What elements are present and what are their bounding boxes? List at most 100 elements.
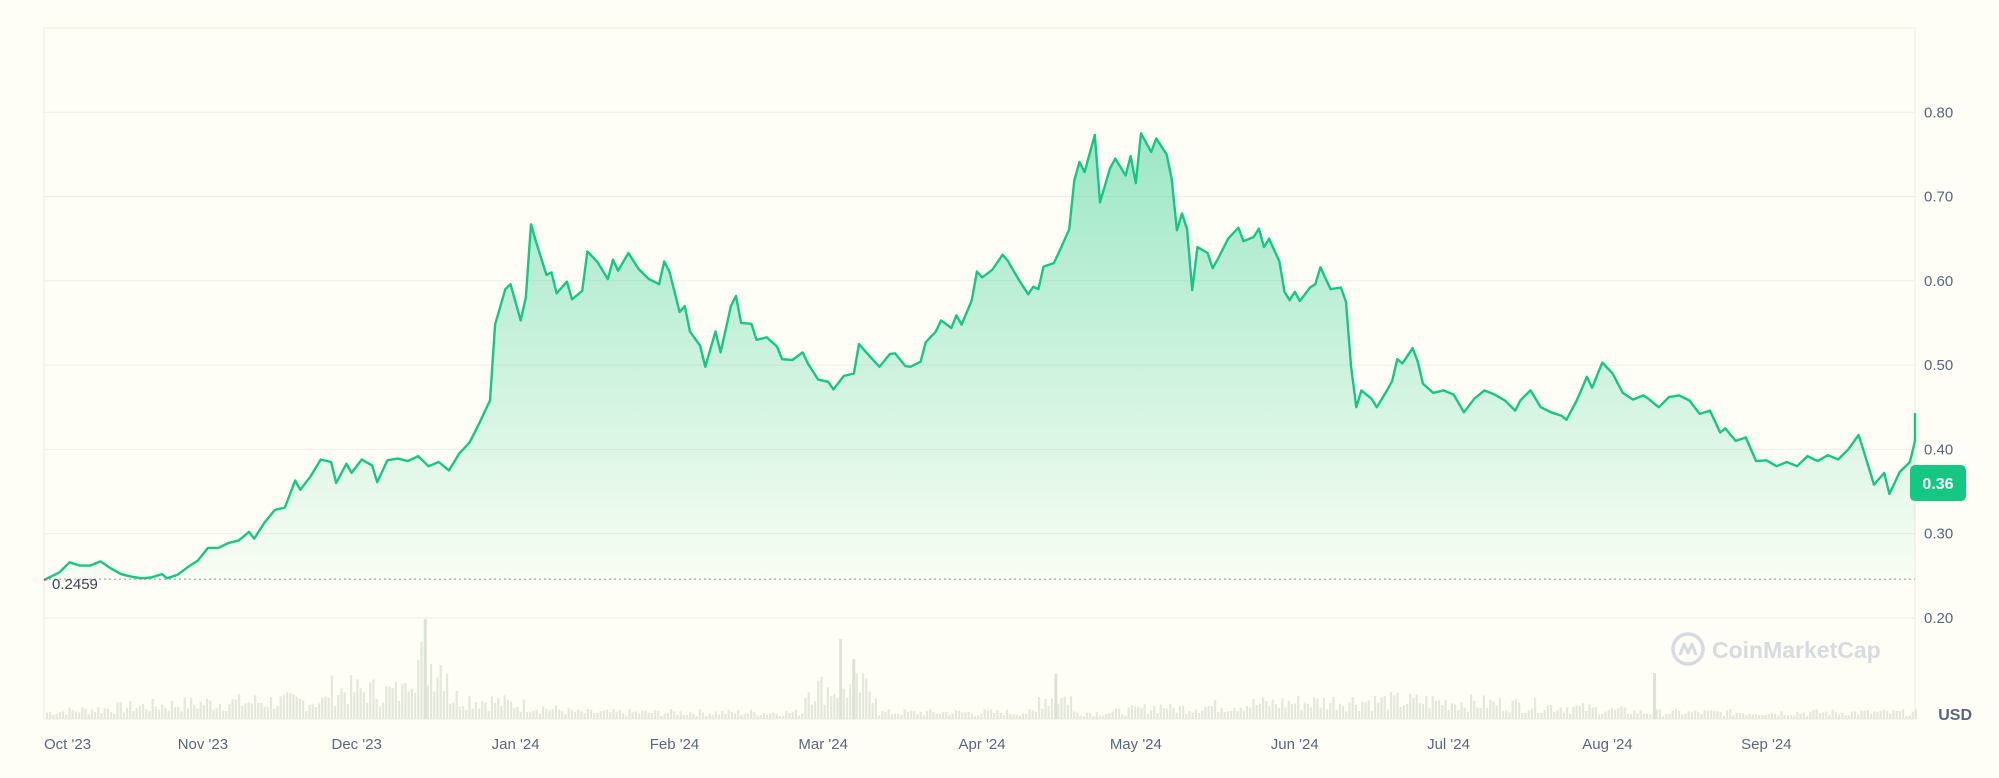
volume-bar [151,698,154,719]
volume-bar [1653,673,1657,719]
volume-bar [638,713,641,719]
volume-bar [542,706,545,719]
volume-bar [1089,712,1092,719]
volume-bar [570,710,573,719]
volume-bar [1111,711,1114,719]
volume-bar [1006,709,1009,719]
volume-bar [458,706,461,719]
volume-bar [1118,708,1121,719]
volume-bar [439,665,442,719]
volume-bar [1098,715,1101,719]
volume-bar [993,712,996,719]
volume-bar [849,684,852,719]
volume-bar [935,713,938,719]
volume-bar [1057,704,1060,719]
volume-bar [1217,712,1220,719]
volume-bar [74,711,77,719]
volume-bar [1226,710,1229,719]
volume-bar [49,711,52,719]
volume-bar [1380,697,1383,719]
volume-bar [1396,692,1399,719]
volume-bar [1290,704,1293,719]
volume-bar [977,715,980,719]
volume-bar [1348,702,1351,719]
area-fill [45,133,1915,580]
volume-bar [1870,713,1873,719]
volume-bar [1431,696,1434,719]
volume-bar [465,710,468,719]
volume-bar [193,704,196,719]
volume-bar [740,714,743,719]
x-tick-label: Jul '24 [1427,736,1470,753]
volume-bar [1390,692,1393,719]
volume-bar [218,703,221,719]
volume-bar [1559,707,1562,719]
volume-bar [1914,709,1917,719]
volume-bar [1076,712,1079,719]
volume-bar [1492,701,1495,719]
volume-bar [116,702,119,719]
volume-bar [756,715,759,719]
y-tick-label: 0.30 [1924,526,1953,543]
volume-bar [174,707,177,719]
volume-bar [138,705,141,719]
volume-bar [583,712,586,719]
volume-bar [1633,710,1636,719]
volume-bar [1630,714,1633,719]
volume-bar [350,675,353,719]
volume-bar [1444,699,1447,719]
volume-bar [1034,711,1037,719]
volume-bar [852,659,856,719]
volume-bar [1646,713,1649,719]
volume-bar [1297,695,1300,719]
volume-bar [1316,698,1319,719]
volume-bar [910,710,913,719]
volume-bar [1361,701,1364,719]
volume-bar [1902,709,1905,719]
volume-bar [1729,709,1732,719]
volume-bar [1345,711,1348,719]
volume-bar [58,712,61,719]
volume-bar [1374,695,1377,719]
volume-bar [1722,715,1725,719]
volume-bar [769,713,772,719]
volume-bar [1495,705,1498,719]
volume-bar [1700,714,1703,719]
volume-bar [1572,707,1575,719]
volume-bar [782,715,785,719]
volume-bar [961,712,964,719]
volume-bar [510,701,513,719]
volume-bar [698,709,701,719]
volume-bar [1018,715,1021,719]
volume-bar [356,679,359,719]
volume-bar [759,715,762,719]
volume-bar [490,696,493,719]
volume-bar [775,713,778,719]
volume-bar [103,708,106,719]
volume-bar [1294,703,1297,719]
volume-bar [1898,711,1901,719]
volume-bar [282,694,285,719]
x-axis-labels: Oct '23 Nov '23 Dec '23 Jan '24 Feb '24 Mar '… [44,736,1792,753]
volume-bar [945,712,948,719]
volume-bar [1710,710,1713,719]
volume-bar [68,707,71,719]
volume-bar [1242,711,1245,719]
volume-bar [183,697,186,719]
x-tick-label: Apr '24 [959,736,1006,753]
volume-bar [1012,714,1015,719]
volume-bar [1537,713,1540,719]
volume-bar [1025,713,1028,719]
volume-bar [833,693,836,719]
volume-bar [1274,704,1277,719]
volume-bar [1278,707,1281,719]
volume-bar [1879,710,1882,719]
volume-bar [1594,706,1597,719]
volume-bar [1604,711,1607,719]
volume-bar [1623,707,1626,719]
volume-bar [46,712,49,719]
volume-bar [1674,709,1677,719]
volume-bar [999,713,1002,719]
